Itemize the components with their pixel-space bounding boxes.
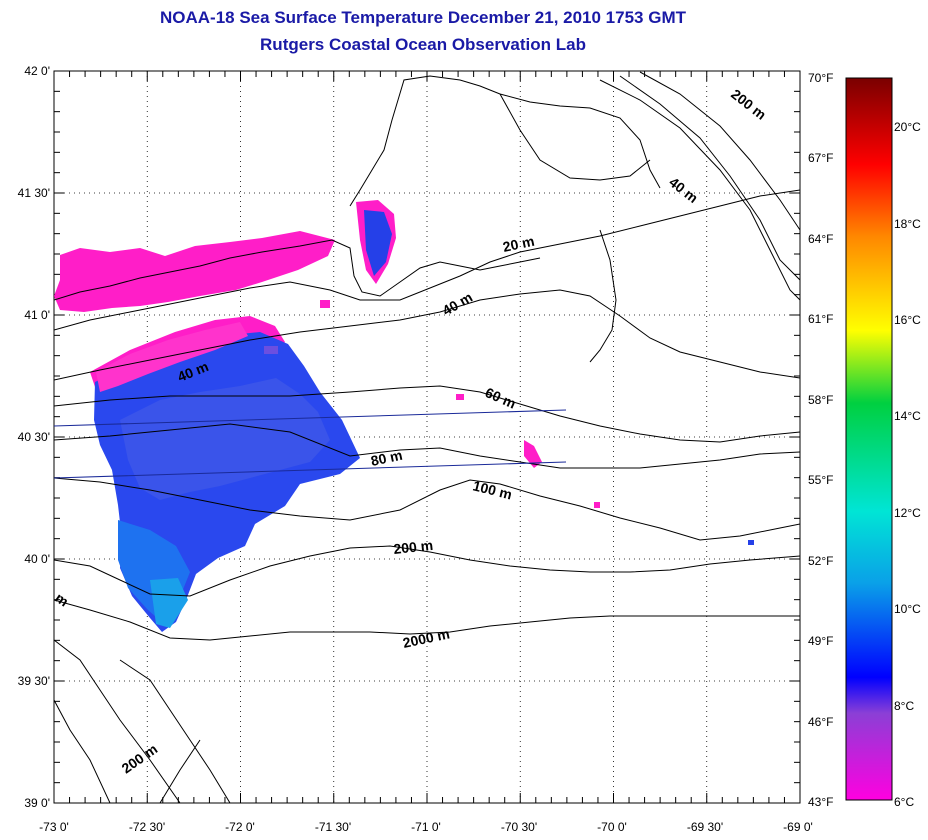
colorbar-f-label: 55°F (808, 473, 833, 487)
latitude-labels: 42 0' 41 30' 41 0' 40 30' 40 0' 39 30' 3… (18, 64, 50, 810)
lon-label: -71 30' (315, 820, 351, 834)
colorbar-f-label: 67°F (808, 151, 833, 165)
lat-label: 42 0' (24, 64, 50, 78)
colorbar-c-label: 8°C (894, 699, 914, 713)
track-lines (54, 409, 567, 479)
celsius-scale: 20°C 18°C 16°C 14°C 12°C 10°C 8°C 6°C (894, 120, 921, 809)
lon-label: -69 30' (687, 820, 723, 834)
map-subtitle: Rutgers Coastal Ocean Observation Lab (260, 35, 586, 54)
lat-label: 39 0' (24, 796, 50, 810)
colorbar-c-label: 12°C (894, 506, 921, 520)
colorbar-f-label: 46°F (808, 715, 833, 729)
lon-label: -72 30' (129, 820, 165, 834)
longitude-labels: -73 0' -72 30' -72 0' -71 30' -71 0' -70… (39, 820, 813, 834)
lat-label: 40 0' (24, 552, 50, 566)
colorbar-c-label: 18°C (894, 217, 921, 231)
bathymetry-contours (54, 71, 800, 803)
lon-label: -70 0' (597, 820, 627, 834)
colorbar-c-label: 20°C (894, 120, 921, 134)
lat-label: 40 30' (18, 430, 50, 444)
colorbar-gradient (845, 77, 893, 801)
colorbar-c-label: 16°C (894, 313, 921, 327)
lon-label: -69 0' (783, 820, 813, 834)
lon-label: -73 0' (39, 820, 69, 834)
lat-label: 41 0' (24, 308, 50, 322)
fahrenheit-scale: 70°F 67°F 64°F 61°F 58°F 55°F 52°F 49°F … (808, 71, 833, 809)
lon-label: -70 30' (501, 820, 537, 834)
map-title: NOAA-18 Sea Surface Temperature December… (160, 8, 686, 27)
colorbar-c-label: 14°C (894, 409, 921, 423)
lat-label: 41 30' (18, 186, 50, 200)
contour-label-80m: 80 m (369, 447, 404, 469)
colorbar-f-label: 64°F (808, 232, 833, 246)
colorbar-f-label: 61°F (808, 312, 833, 326)
lon-label: -71 0' (411, 820, 441, 834)
colorbar-f-label: 58°F (808, 393, 833, 407)
colorbar-f-label: 43°F (808, 795, 833, 809)
lat-label: 39 30' (18, 674, 50, 688)
colorbar-f-label: 49°F (808, 634, 833, 648)
sst-data-field (54, 200, 754, 632)
lon-label: -72 0' (225, 820, 255, 834)
colorbar-c-label: 10°C (894, 602, 921, 616)
colorbar: 70°F 67°F 64°F 61°F 58°F 55°F 52°F 49°F … (808, 71, 921, 809)
contour-label-20m: 20 m (501, 233, 536, 255)
contour-label-200m-mid: 200 m (393, 537, 434, 557)
colorbar-f-label: 70°F (808, 71, 833, 85)
colorbar-c-label: 6°C (894, 795, 914, 809)
colorbar-f-label: 52°F (808, 554, 833, 568)
